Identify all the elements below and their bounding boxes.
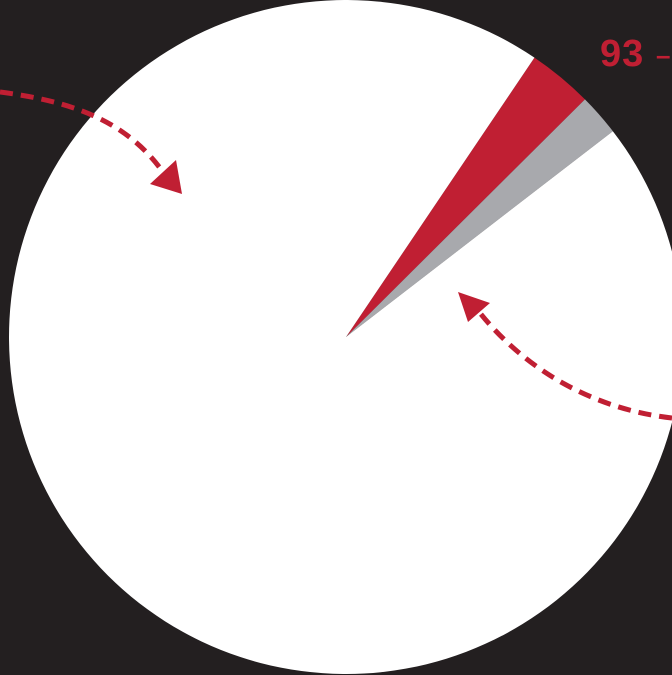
arrow-right-to-wedge <box>478 311 672 421</box>
pie-slices <box>9 0 672 674</box>
callout-label: 93 – <box>600 33 670 75</box>
arrowhead-right <box>458 292 490 322</box>
pie-slice-1 <box>346 99 613 338</box>
callout-value: 93 <box>600 33 644 75</box>
arrowhead-left <box>150 160 182 194</box>
callout-arrows <box>0 89 672 421</box>
callout-dash: – <box>656 40 670 70</box>
arrow-left-to-majority <box>0 89 162 170</box>
pie-slice-0 <box>346 57 585 338</box>
